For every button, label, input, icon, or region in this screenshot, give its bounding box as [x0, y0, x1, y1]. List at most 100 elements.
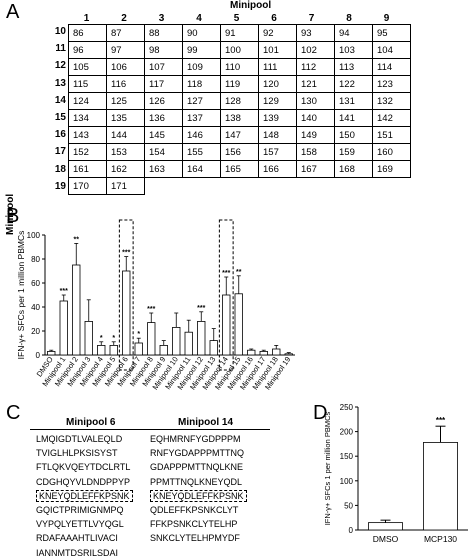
minipool-6-sequence: VYPQLYETTLVYQGL [36, 519, 124, 530]
grid-cell: 102 [296, 41, 335, 59]
grid-row: 161 162 163 164 165 166 167 168 169 [68, 160, 411, 178]
grid-row: 96 97 98 99 100 101 102 103 104 [68, 41, 411, 59]
significance-label: ** [236, 269, 242, 276]
y-tick-label: 250 [340, 403, 354, 412]
significance-label: *** [436, 416, 446, 425]
data-bar [147, 322, 156, 356]
grid-row: 134 135 136 137 138 139 140 141 142 [68, 109, 411, 127]
data-bar [284, 353, 293, 356]
grid-cell: 162 [106, 160, 145, 178]
grid-cell: 152 [68, 143, 107, 161]
minipool-14-sequence: QDLEFFKPSNKCLYT [150, 505, 239, 515]
grid-cell: 123 [372, 75, 411, 93]
grid-cell: 111 [258, 58, 297, 76]
grid-cell: 131 [334, 92, 373, 110]
grid-cell: 168 [334, 160, 373, 178]
y-tick-label: 0 [36, 351, 41, 360]
grid-cell: 146 [182, 126, 221, 144]
grid-cell: 117 [144, 75, 183, 93]
grid-row-header: 12 [54, 60, 66, 72]
grid-cell: 103 [334, 41, 373, 59]
grid-cell: 105 [68, 58, 107, 76]
grid-cell: 129 [258, 92, 297, 110]
highlight-box [218, 219, 234, 371]
grid-cell: 88 [144, 24, 183, 42]
y-tick-label: 150 [340, 452, 354, 461]
grid-row-header: 16 [54, 129, 66, 141]
grid-row: 143 144 145 146 147 148 149 150 151 [68, 126, 411, 144]
data-bar [84, 321, 93, 356]
grid-row-header: 15 [54, 112, 66, 123]
data-bar [122, 270, 131, 356]
grid-cell: 149 [296, 126, 335, 144]
grid-row: 124 125 126 127 128 129 130 131 132 [68, 92, 411, 110]
significance-label: *** [60, 288, 68, 295]
shared-peptide-box: KNEYQDLEFFKPSNK [150, 489, 247, 502]
grid-cell: 171 [106, 177, 145, 195]
grid-cell: 90 [182, 24, 221, 42]
minipool-6-sequence: RDAFAAAHTLIVACI [36, 533, 118, 544]
grid-cell: 166 [258, 160, 297, 178]
panel-b-letter: B [6, 205, 20, 227]
grid-cell: 147 [220, 126, 259, 144]
significance-label: * [112, 335, 115, 342]
grid-cell: 101 [258, 41, 297, 59]
grid-cell: 151 [372, 126, 411, 144]
grid-cell: 136 [144, 109, 183, 127]
y-tick-label: 40 [31, 303, 40, 312]
y-tick-label: 200 [340, 428, 354, 437]
grid-cell: 110 [220, 58, 259, 76]
grid-cell: 160 [372, 143, 411, 161]
significance-label: *** [197, 305, 205, 312]
grid-cell: 125 [106, 92, 145, 110]
panel-a-letter: A [6, 1, 20, 23]
significance-label: *** [122, 250, 130, 257]
grid-cell: 154 [144, 143, 183, 161]
grid-row-header: 18 [54, 163, 66, 175]
minipool-6-sequence: LMQIGDTLVALEQLD [36, 434, 123, 444]
grid-cell: 118 [182, 75, 221, 93]
grid-cell: 130 [296, 92, 335, 110]
data-bar [247, 349, 256, 356]
minipool-6-sequence: TVIGLHLPKSISYST [36, 448, 118, 459]
grid-cell: 96 [68, 41, 107, 59]
minipool-6-sequence: FTLQKVQEYTDCLRTL [36, 462, 131, 473]
grid-cell: 148 [258, 126, 297, 144]
grid-cell: 159 [334, 143, 373, 161]
grid-cell: 106 [106, 58, 145, 76]
grid-cell: 150 [334, 126, 373, 144]
y-axis-label: IFN-γ+ SFCs per 1 million PBMCs [16, 231, 26, 360]
minipool-grid-table: 86 87 88 90 91 92 93 94 95 96 97 98 99 100 101 102 103 10… [68, 24, 411, 195]
x-tick-label: DMSO [373, 534, 399, 544]
significance-label: *** [222, 270, 230, 277]
grid-cell: 126 [144, 92, 183, 110]
significance-label: ** [74, 236, 80, 243]
grid-row: 105 106 107 109 110 111 112 113 114 [68, 58, 411, 76]
grid-empty-cell [145, 178, 183, 195]
grid-cell: 141 [334, 109, 373, 127]
grid-empty-cell [335, 178, 373, 195]
data-bar [272, 348, 281, 356]
minipool-6-sequence: KNEYQDLEFFKPSNK [36, 489, 133, 502]
grid-cell: 143 [68, 126, 107, 144]
data-bar [159, 344, 168, 356]
grid-column-header: 9 [383, 13, 390, 24]
grid-cell: 161 [68, 160, 107, 178]
grid-row: 152 153 154 155 156 157 158 159 160 [68, 143, 411, 161]
grid-cell: 100 [220, 41, 259, 59]
grid-cell: 93 [296, 24, 335, 42]
grid-cell: 135 [106, 109, 145, 127]
y-tick-label: 20 [31, 327, 40, 336]
grid-cell: 107 [144, 58, 183, 76]
minipool-14-sequence: RNFYGDAPPPMTTNQ [150, 448, 245, 459]
grid-cell: 155 [182, 143, 221, 161]
panel-c-col2-header: Minipool 14 [178, 417, 233, 428]
grid-cell: 165 [220, 160, 259, 178]
grid-column-header: 1 [83, 13, 90, 24]
data-bar [259, 350, 268, 356]
panel-d-letter: D [313, 402, 328, 424]
grid-cell: 128 [220, 92, 259, 110]
grid-cell: 156 [220, 143, 259, 161]
grid-empty-cell [373, 178, 411, 195]
minipool-14-sequence: EQHMRNFYGDPPPM [150, 434, 241, 444]
